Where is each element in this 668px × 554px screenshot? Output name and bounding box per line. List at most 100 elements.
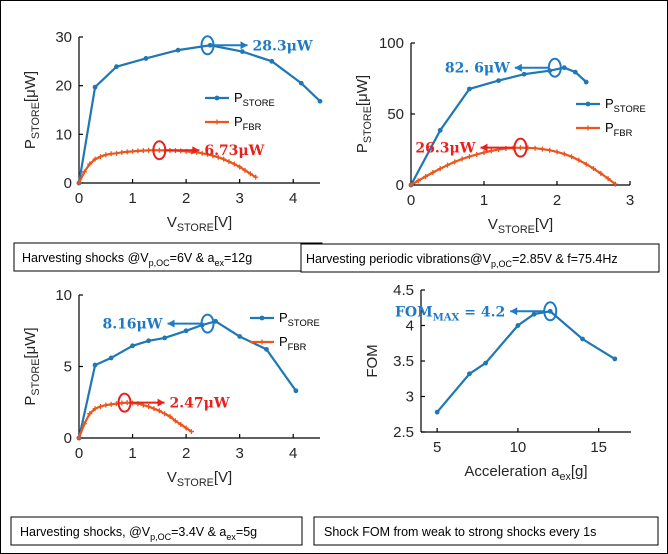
text-part: =5g bbox=[236, 525, 257, 539]
x-tick-label: 1 bbox=[128, 190, 136, 207]
x-tick-label: 2 bbox=[182, 190, 190, 207]
y-tick-label: 100 bbox=[379, 35, 404, 52]
text-part: 82. 6μW bbox=[445, 61, 510, 77]
caption-text: Shock FOM from weak to strong shocks eve… bbox=[324, 525, 596, 539]
y-axis-label: PSTORE[μW] bbox=[22, 71, 42, 149]
data-point-fbr bbox=[103, 402, 109, 408]
data-point-store bbox=[108, 355, 114, 361]
caption-box bbox=[10, 516, 303, 546]
x-tick-label: 15 bbox=[590, 439, 607, 456]
legend-marker-store bbox=[214, 95, 220, 101]
data-point-fbr bbox=[247, 171, 253, 177]
y-axis-label: PSTORE[μW] bbox=[354, 75, 374, 153]
caption-box bbox=[300, 243, 660, 273]
data-point-fbr bbox=[408, 182, 414, 188]
text-part: =12g bbox=[224, 251, 252, 265]
data-point-fbr bbox=[459, 156, 465, 162]
x-tick-label: 4 bbox=[289, 445, 297, 462]
y-tick-label: 4.5 bbox=[393, 282, 414, 299]
x-tick-label: 4 bbox=[289, 190, 297, 207]
data-point-fbr bbox=[124, 400, 130, 406]
data-point-fbr bbox=[547, 147, 553, 153]
data-point-store bbox=[175, 47, 181, 53]
caption-text: Harvesting shocks @Vp,OC=6V & aex=12g bbox=[22, 251, 252, 268]
caption-text: Harvesting periodic vibrations@Vp,OC=2.8… bbox=[306, 252, 618, 269]
text-part: =2.85V & f=75.4Hz bbox=[512, 252, 618, 266]
data-point-fbr bbox=[561, 151, 567, 157]
text-part: P bbox=[605, 96, 614, 111]
data-point-store bbox=[547, 308, 553, 314]
data-point-fbr bbox=[466, 154, 472, 160]
data-point-fbr bbox=[156, 408, 162, 414]
legend-marker-fbr bbox=[259, 339, 265, 345]
data-point-store bbox=[239, 49, 245, 54]
data-point-fbr bbox=[87, 411, 93, 417]
text-part: P bbox=[234, 90, 243, 105]
legend-label-fbr: PFBR bbox=[234, 114, 262, 132]
data-point-store bbox=[572, 69, 578, 75]
peak-arrow-head-store bbox=[240, 41, 248, 50]
y-tick-label: 4 bbox=[406, 318, 414, 335]
data-point-store bbox=[531, 311, 537, 317]
text-part: = 4.2 bbox=[459, 304, 505, 320]
data-point-store bbox=[146, 338, 152, 344]
data-point-fbr bbox=[146, 147, 152, 153]
data-point-store bbox=[237, 334, 243, 339]
data-point-fbr bbox=[423, 173, 429, 179]
data-point-fbr bbox=[452, 159, 458, 165]
data-point-fbr bbox=[113, 150, 119, 156]
text-part: 6.73μW bbox=[204, 143, 264, 159]
text-part: P bbox=[354, 143, 371, 153]
data-point-store bbox=[162, 335, 168, 341]
text-part: P bbox=[22, 396, 39, 406]
data-point-fbr bbox=[81, 169, 87, 175]
text-part: FBR bbox=[614, 128, 633, 138]
legend-label-store: PSTORE bbox=[279, 310, 320, 328]
data-point-fbr bbox=[437, 166, 443, 172]
caption-box bbox=[13, 242, 323, 272]
y-tick-label: 50 bbox=[387, 106, 404, 123]
y-tick-label: 0 bbox=[64, 175, 72, 192]
data-point-fbr bbox=[445, 162, 450, 168]
data-point-fbr bbox=[532, 145, 538, 151]
x-axis-label: Acceleration aex[g] bbox=[464, 463, 587, 483]
data-point-store bbox=[515, 323, 521, 328]
data-point-fbr bbox=[237, 164, 243, 170]
data-point-fbr bbox=[481, 149, 487, 155]
text-part: =6V & a bbox=[170, 251, 215, 265]
peak-arrow-head-store bbox=[510, 307, 518, 316]
y-tick-label: 10 bbox=[55, 126, 72, 143]
data-point-store bbox=[298, 80, 304, 86]
data-point-fbr bbox=[474, 151, 480, 157]
peak-label-store: 8.16μW bbox=[102, 317, 162, 333]
series-line-store bbox=[77, 320, 297, 439]
text-part: [μW] bbox=[22, 327, 39, 358]
x-tick-label: 10 bbox=[510, 439, 527, 456]
data-point-fbr bbox=[130, 148, 136, 154]
data-point-store bbox=[92, 362, 98, 368]
legend-marker-store bbox=[585, 101, 591, 107]
y-tick-label: 2.5 bbox=[393, 424, 414, 441]
data-point-store bbox=[183, 328, 189, 334]
legend-label-fbr: PFBR bbox=[605, 120, 633, 138]
text-part: p,OC bbox=[491, 259, 513, 269]
text-part: P bbox=[605, 120, 614, 135]
x-tick-label: 2 bbox=[182, 445, 190, 462]
text-part: FOM bbox=[395, 304, 433, 320]
data-point-fbr bbox=[488, 148, 494, 154]
y-tick-label: 10 bbox=[55, 287, 72, 304]
legend-label-fbr: PFBR bbox=[279, 334, 307, 352]
peak-label-store: FOMMAX = 4.2 bbox=[395, 304, 505, 323]
peak-arrow-head-fbr bbox=[192, 146, 200, 155]
data-point-store bbox=[583, 79, 589, 85]
text-part: ex bbox=[214, 258, 224, 268]
text-part: [V] bbox=[214, 469, 232, 486]
text-part: Harvesting shocks @V bbox=[22, 251, 149, 265]
data-point-fbr bbox=[415, 178, 421, 184]
data-point-fbr bbox=[146, 404, 152, 410]
data-point-store bbox=[561, 65, 567, 71]
data-point-fbr bbox=[215, 154, 221, 160]
y-tick-label: 0 bbox=[64, 430, 72, 447]
text-part: [V] bbox=[535, 216, 553, 233]
data-point-fbr bbox=[591, 166, 596, 172]
